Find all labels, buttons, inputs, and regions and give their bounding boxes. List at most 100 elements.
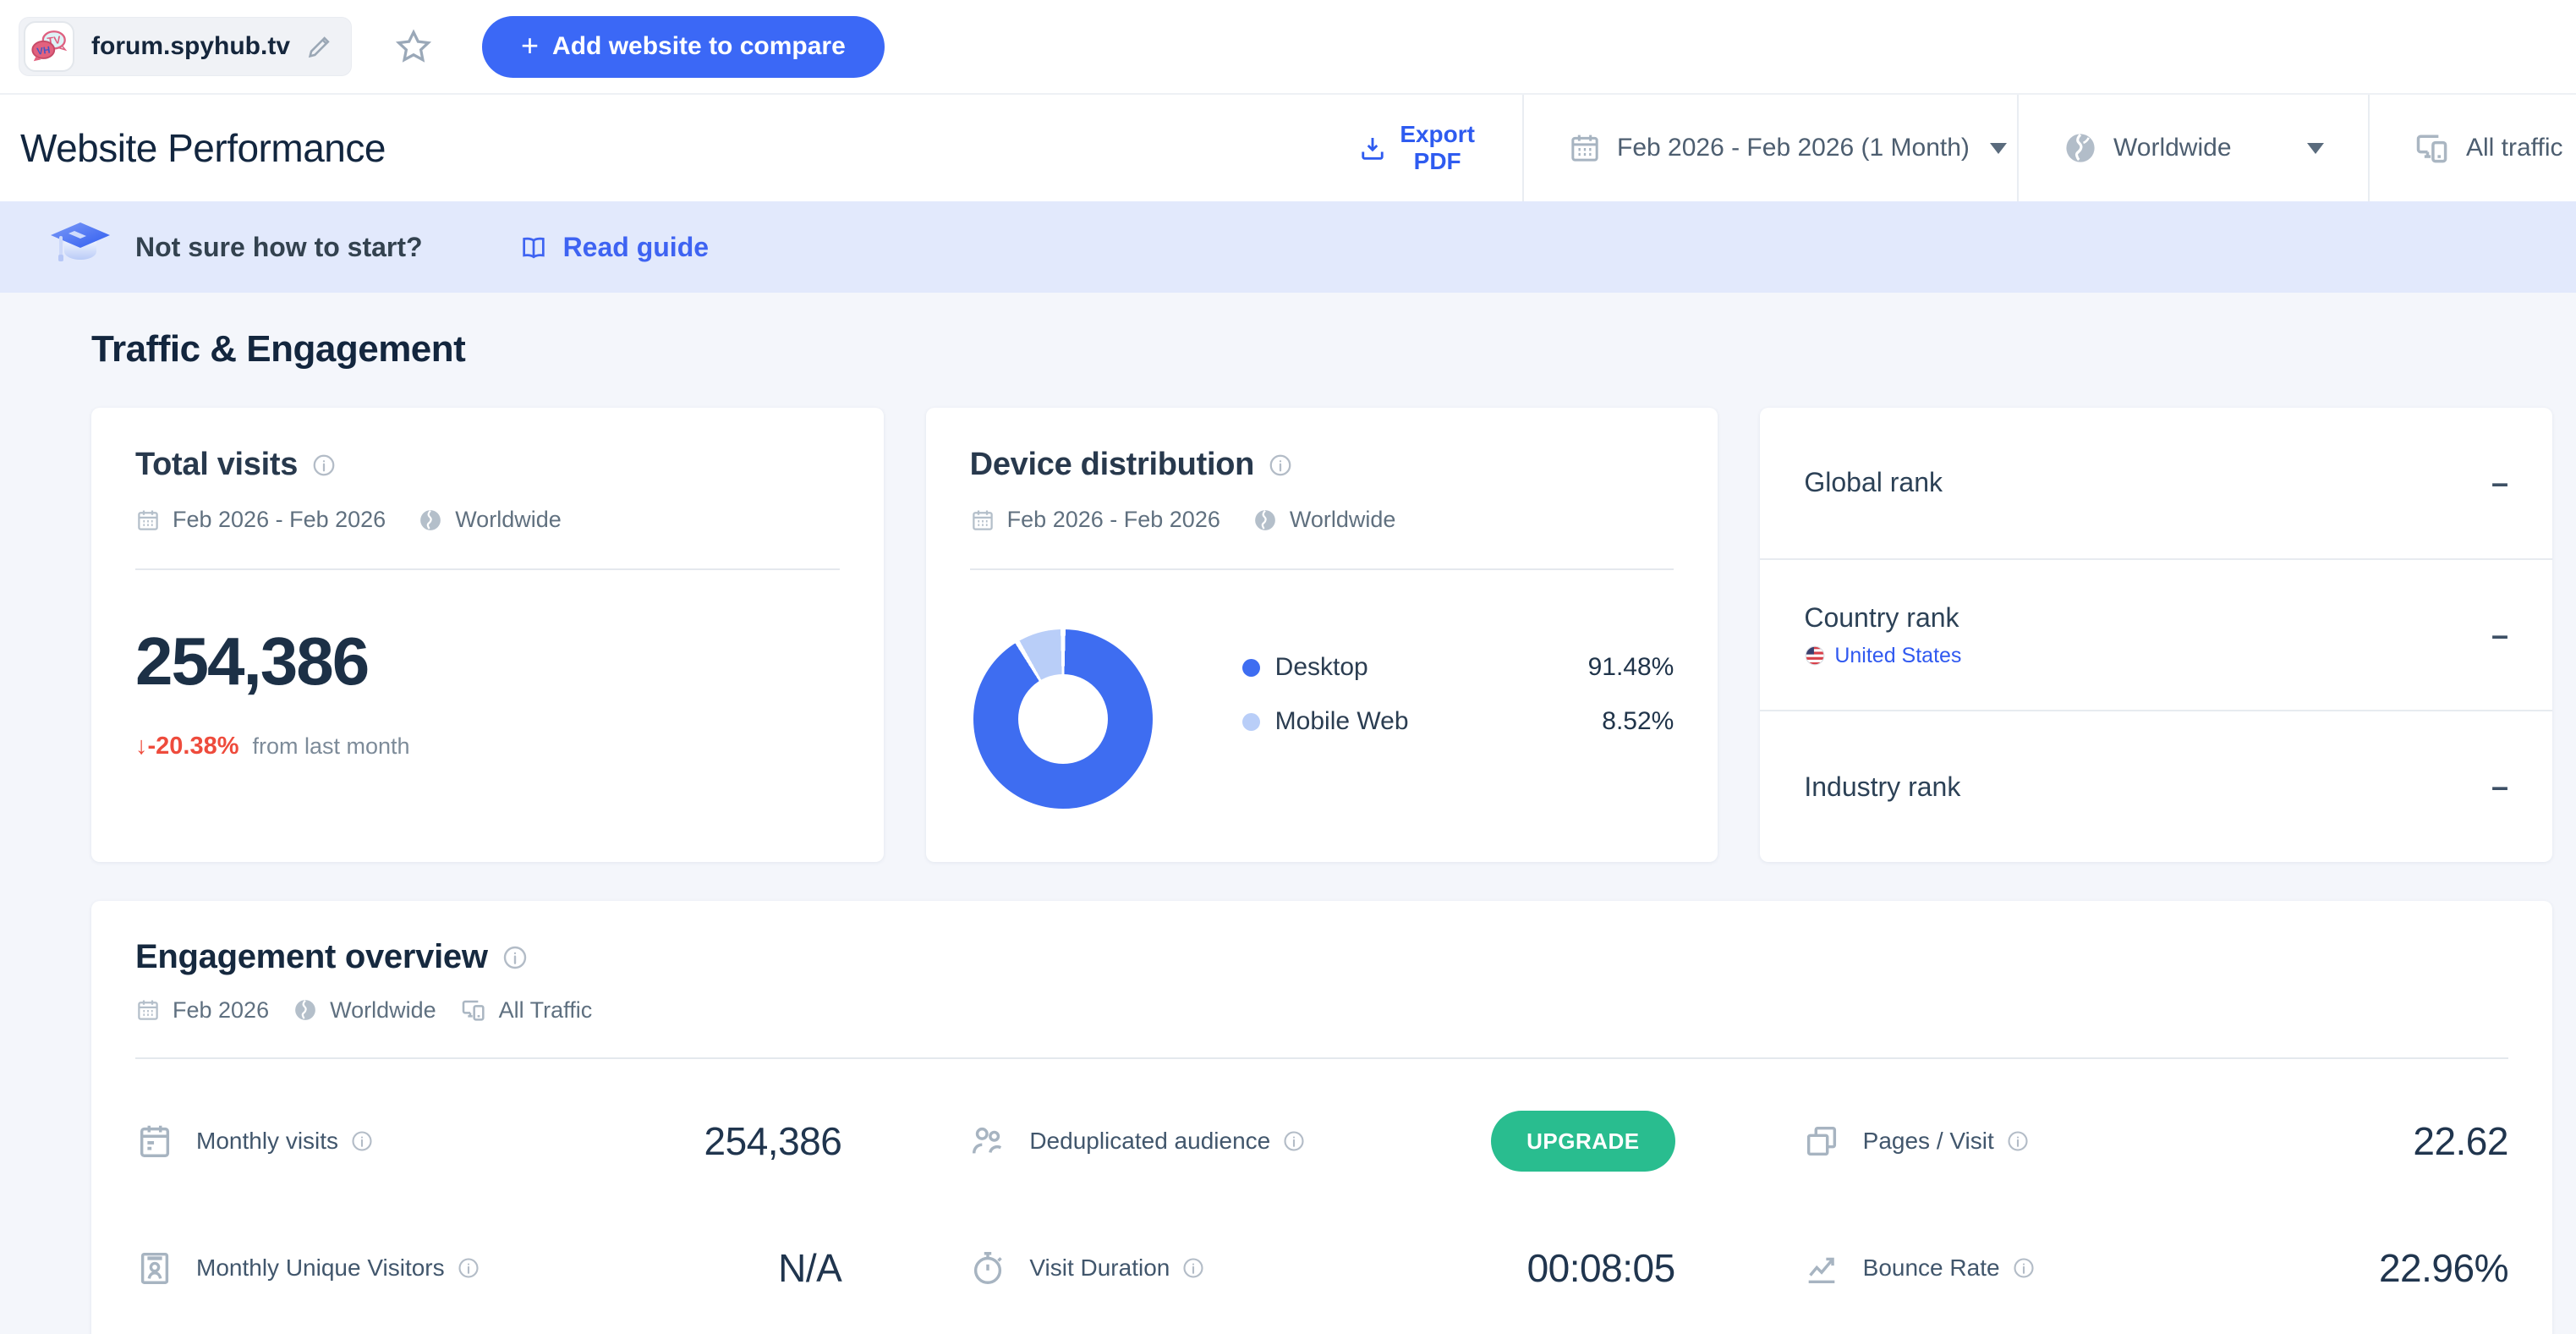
info-icon[interactable] <box>1181 1256 1205 1280</box>
date-range-selector[interactable]: Feb 2026 - Feb 2026 (1 Month) <box>1522 95 2017 201</box>
duration-icon <box>974 1252 1003 1284</box>
deduplicated-audience-label: Deduplicated audience <box>1029 1128 1271 1154</box>
monthly-visits-metric: Monthly visits 254,386 <box>135 1078 842 1205</box>
industry-rank-label: Industry rank <box>1804 771 1961 802</box>
download-icon <box>1362 138 1384 160</box>
compare-button-label: Add website to compare <box>552 32 846 60</box>
total-visits-value: 254,386 <box>135 623 370 699</box>
info-icon[interactable] <box>1268 453 1293 478</box>
info-icon[interactable] <box>2006 1129 2030 1153</box>
calendar-icon <box>138 1000 158 1020</box>
pages-per-visit-value: 22.62 <box>2413 1119 2508 1163</box>
chevron-down-icon <box>1989 142 2007 154</box>
total-visits-date-range: Feb 2026 - Feb 2026 <box>173 507 386 532</box>
page-header: Website Performance Export PDF Feb 2026 … <box>0 95 2576 201</box>
edit-website-button[interactable] <box>305 32 334 61</box>
device-distribution-date-range: Feb 2026 - Feb 2026 <box>1006 507 1220 532</box>
book-icon <box>522 237 545 259</box>
unique-visitors-icon <box>140 1252 169 1284</box>
bounce-rate-label: Bounce Rate <box>1862 1254 2000 1281</box>
desktop-legend-value: 91.48% <box>1587 653 1674 681</box>
us-flag-icon <box>1805 645 1825 666</box>
industry-rank-value: – <box>2491 769 2509 804</box>
total-visits-change: ↓-20.38% <box>135 733 239 760</box>
globe-icon <box>2066 134 2095 162</box>
pages-icon <box>1806 1126 1836 1156</box>
mobile-web-legend-value: 8.52% <box>1602 707 1674 735</box>
mobile-web-legend-label: Mobile Web <box>1274 707 1409 735</box>
monthly-visits-value: 254,386 <box>704 1119 842 1163</box>
engagement-traffic: All Traffic <box>498 996 593 1023</box>
deduplicated-audience-metric: Deduplicated audience UPGRADE <box>968 1078 1675 1205</box>
legend-item-mobile-web: Mobile Web 8.52% <box>1241 707 1674 736</box>
banner-text: Not sure how to start? <box>135 231 423 262</box>
info-icon[interactable] <box>457 1256 480 1280</box>
speech-bubbles-favicon-icon: TV VH <box>31 30 68 62</box>
date-range-value: Feb 2026 - Feb 2026 (1 Month) <box>1617 134 1970 162</box>
region-value: Worldwide <box>2113 134 2232 162</box>
info-icon[interactable] <box>501 944 529 971</box>
globe-icon <box>1254 509 1275 530</box>
total-visits-region: Worldwide <box>455 507 562 532</box>
globe-icon <box>420 509 441 530</box>
page-title: Website Performance <box>20 126 386 170</box>
bounce-rate-metric: Bounce Rate 22.96% <box>1802 1205 2508 1331</box>
visit-duration-label: Visit Duration <box>1029 1254 1170 1281</box>
info-icon[interactable] <box>1282 1129 1306 1153</box>
audience-icon <box>973 1127 1002 1154</box>
website-domain: forum.spyhub.tv <box>91 32 291 60</box>
country-rank-label: Country rank <box>1804 601 1959 633</box>
monthly-unique-visitors-label: Monthly Unique Visitors <box>196 1254 445 1281</box>
total-visits-title: Total visits <box>135 447 299 482</box>
export-label-line2: PDF <box>1413 148 1461 174</box>
info-icon[interactable] <box>311 453 337 478</box>
svg-text:VH: VH <box>36 46 51 58</box>
engagement-metrics-grid: Monthly visits 254,386 Deduplicated audi… <box>91 1059 2552 1331</box>
traffic-filter-selector[interactable]: All traffic <box>2368 95 2576 201</box>
onboarding-banner: Not sure how to start? Read guide <box>0 201 2576 293</box>
add-website-to-compare-button[interactable]: + Add website to compare <box>482 15 885 78</box>
calendar-icon <box>972 510 993 530</box>
section-title: Traffic & Engagement <box>91 328 466 370</box>
chevron-down-icon <box>2307 142 2324 154</box>
visit-duration-metric: Visit Duration 00:08:05 <box>968 1205 1676 1331</box>
country-link[interactable]: United States <box>1804 644 1961 668</box>
calendar-icon <box>1571 134 1598 162</box>
main-content: Traffic & Engagement Total visits Feb 20… <box>0 293 2576 1334</box>
plus-icon: + <box>521 27 540 63</box>
globe-icon <box>295 999 315 1020</box>
star-icon <box>395 29 432 63</box>
export-pdf-button[interactable]: Export PDF <box>1340 95 1522 201</box>
industry-rank-row: Industry rank – <box>1760 710 2553 862</box>
upgrade-button[interactable]: UPGRADE <box>1491 1111 1675 1172</box>
legend-item-desktop: Desktop 91.48% <box>1241 653 1674 682</box>
global-rank-row: Global rank – <box>1760 408 2552 558</box>
website-chip[interactable]: TV VH forum.spyhub.tv <box>19 17 353 76</box>
graduation-cap-icon <box>51 222 110 261</box>
engagement-overview-card: Engagement overview Feb 2026 Worldwide <box>91 901 2552 1334</box>
total-visits-change-note: from last month <box>252 733 410 759</box>
engagement-date: Feb 2026 <box>173 996 270 1023</box>
calendar-icon <box>138 510 158 530</box>
desktop-legend-label: Desktop <box>1274 653 1368 681</box>
read-guide-label: Read guide <box>562 231 710 262</box>
topbar: TV VH forum.spyhub.tv + Add website to c… <box>0 0 2576 95</box>
monthly-unique-visitors-metric: Monthly Unique Visitors N/A <box>135 1205 842 1331</box>
calendar-icon <box>140 1125 170 1157</box>
devices-icon <box>2416 134 2447 163</box>
total-visits-card: Total visits Feb 2026 - Feb 2026 <box>91 408 884 862</box>
rank-card: Global rank – Country rank <box>1760 408 2553 862</box>
global-rank-value: – <box>2491 464 2509 500</box>
monthly-unique-visitors-value: N/A <box>778 1246 842 1290</box>
device-distribution-legend: Desktop 91.48% Mobile Web 8.52% <box>1241 653 1674 736</box>
mobile-web-legend-dot <box>1241 712 1260 731</box>
region-selector[interactable]: Worldwide <box>2017 95 2368 201</box>
global-rank-label: Global rank <box>1804 467 1943 498</box>
info-icon[interactable] <box>2012 1256 2036 1280</box>
visit-duration-value: 00:08:05 <box>1526 1246 1676 1290</box>
bounce-rate-icon <box>1808 1257 1834 1284</box>
read-guide-link[interactable]: Read guide <box>518 232 709 263</box>
pages-per-visit-metric: Pages / Visit 22.62 <box>1802 1078 2508 1205</box>
info-icon[interactable] <box>350 1129 374 1153</box>
favorite-star-button[interactable] <box>394 27 433 66</box>
